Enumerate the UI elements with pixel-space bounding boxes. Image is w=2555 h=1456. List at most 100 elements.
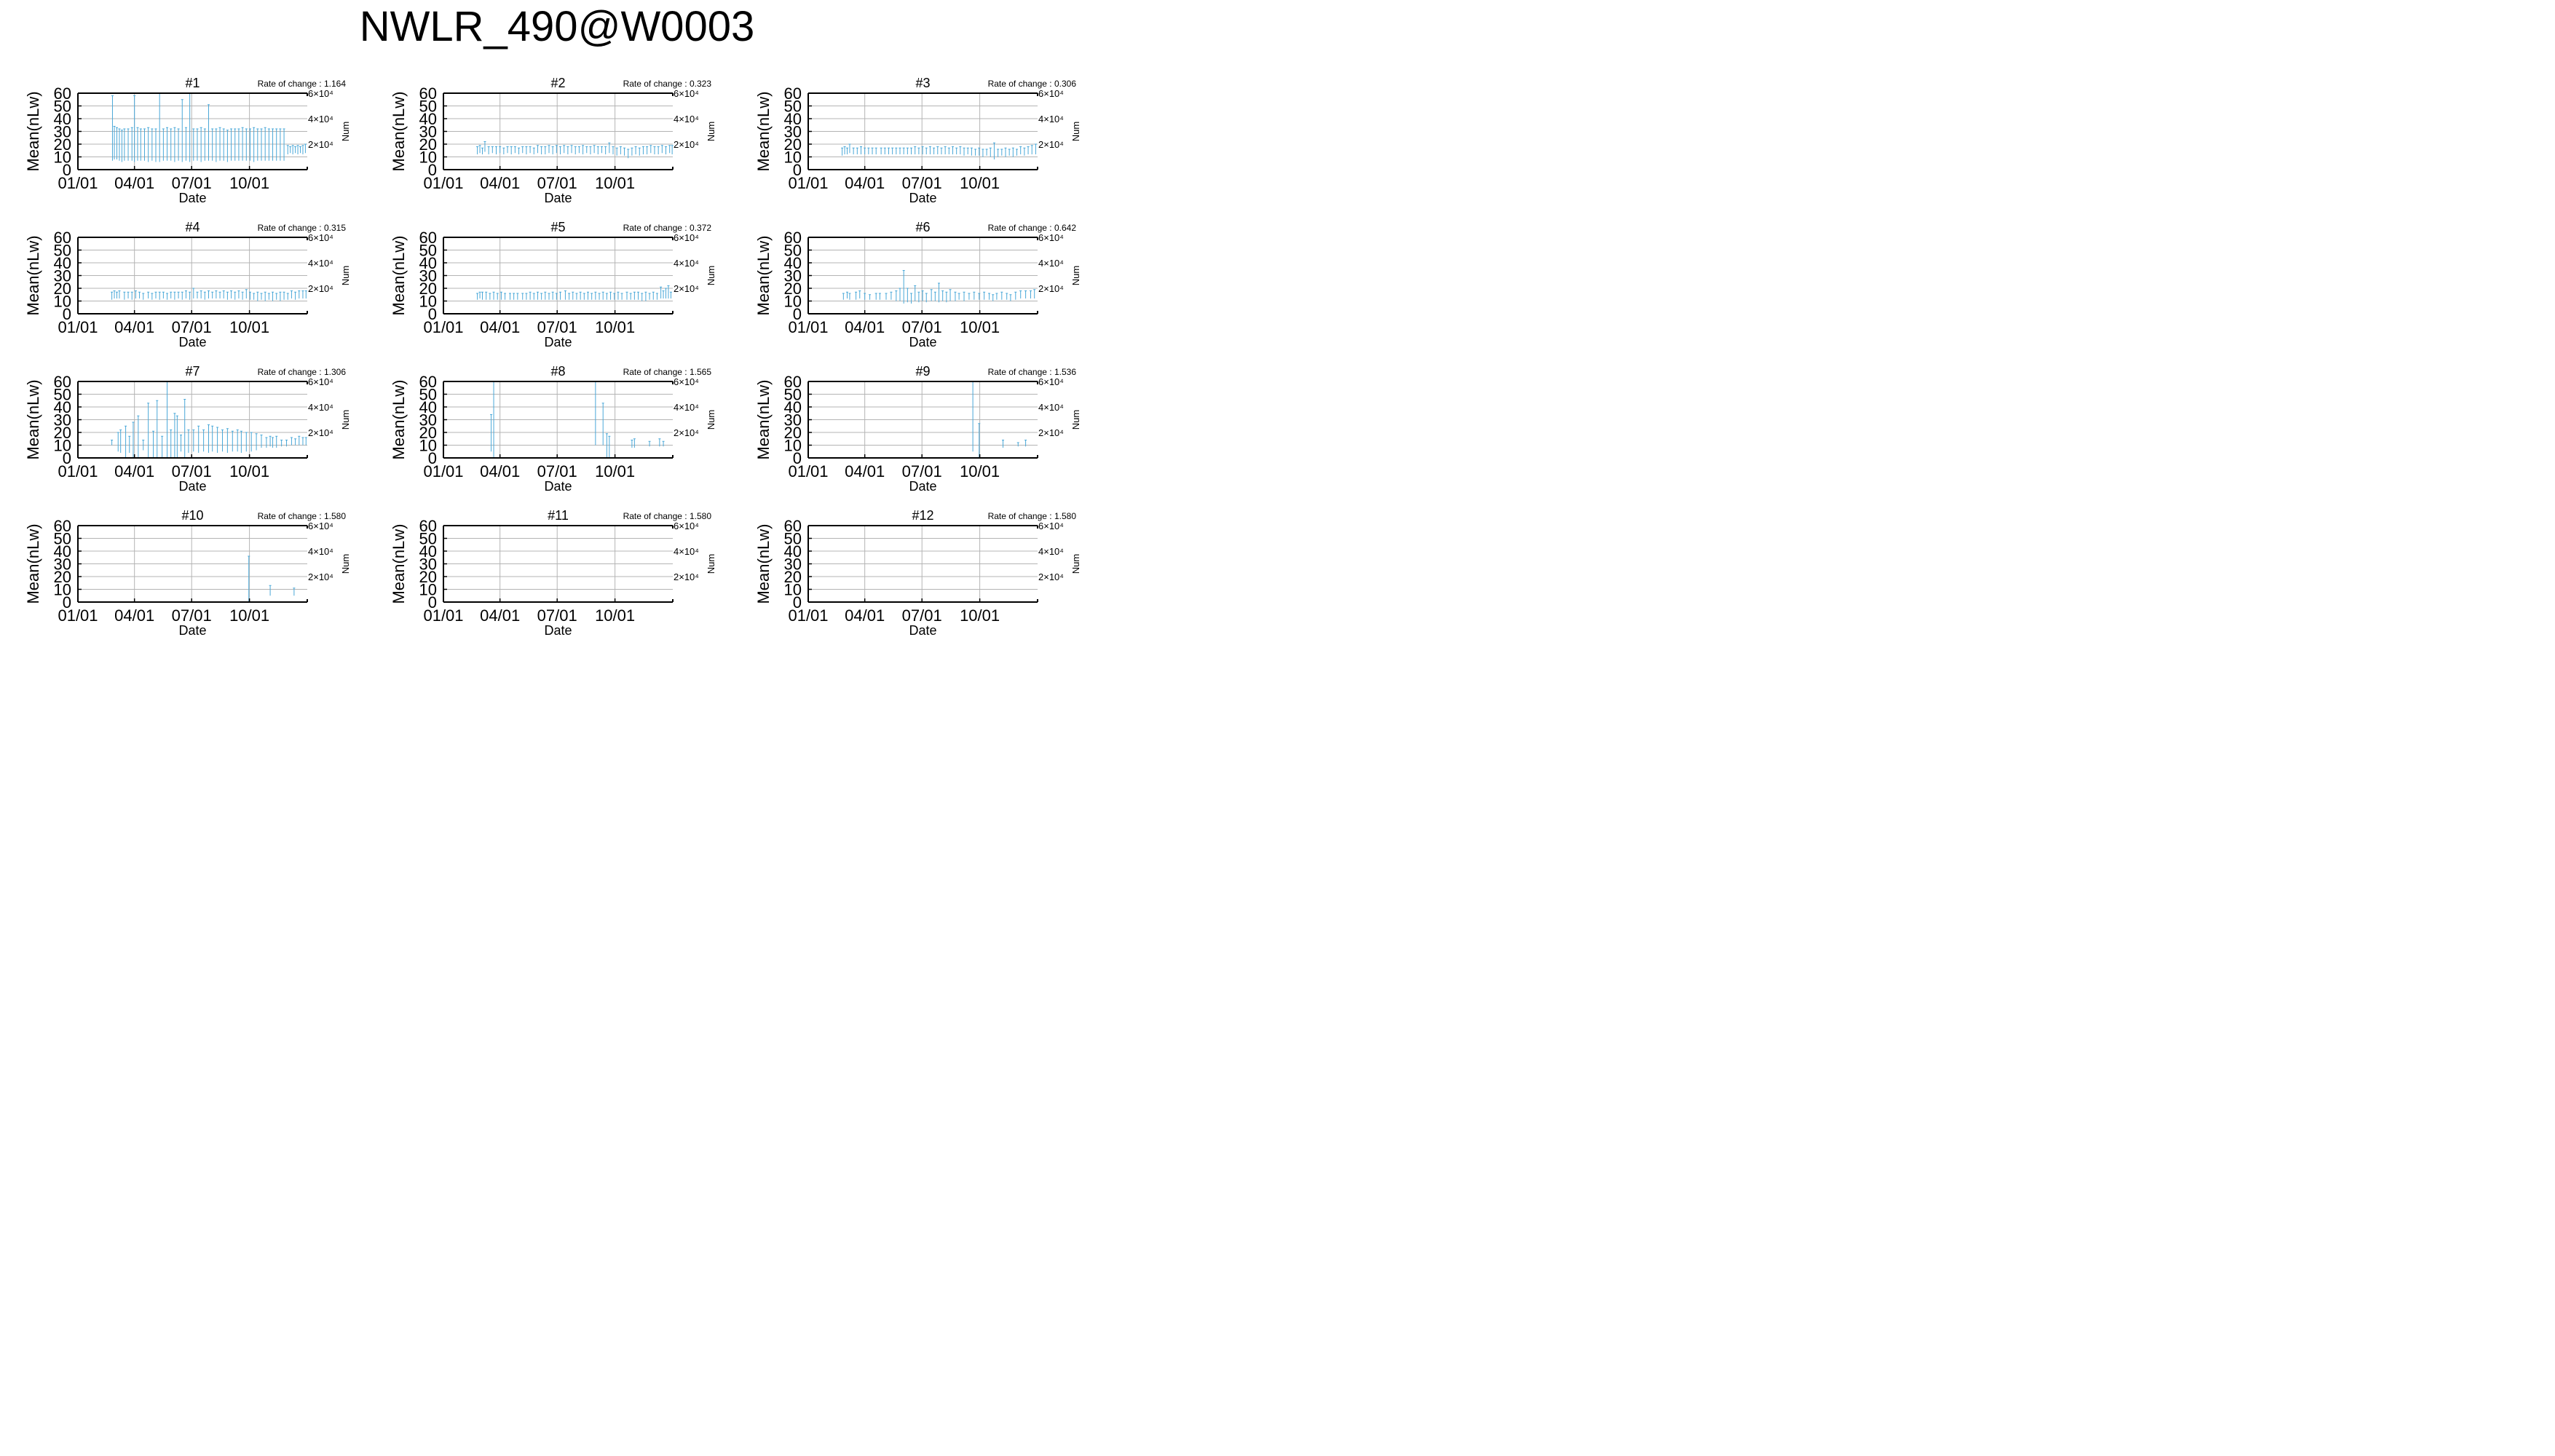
rate-of-change-prefix: Rate of change : [623,223,690,233]
y-tick-label: 20 [784,424,802,442]
y2-axis-label: Num [1070,122,1081,141]
rate-of-change-prefix: Rate of change : [258,511,324,521]
y2-axis-label: Num [706,410,716,430]
x-tick-label: 10/01 [960,462,1000,480]
y-tick-label: 0 [63,161,71,179]
y-tick-label: 50 [419,98,437,116]
y-tick-label: 40 [419,398,437,416]
x-axis-label: Date [178,191,206,205]
y2-tick-label: 6×10⁴ [308,232,333,243]
y2-tick-label: 4×10⁴ [308,258,333,269]
y2-tick-label: 6×10⁴ [674,232,699,243]
y-tick-label: 50 [419,242,437,260]
y-tick-label: 10 [419,437,437,455]
y-tick-label: 60 [419,229,437,247]
y-tick-label: 50 [784,242,802,260]
panel-title: #5 [550,220,565,234]
y2-tick-label: 6×10⁴ [1038,88,1064,99]
y-tick-label: 40 [784,254,802,272]
x-tick-label: 07/01 [902,462,942,480]
x-tick-label: 10/01 [229,462,269,480]
y-tick-label: 20 [419,424,437,442]
rate-of-change-value: 0.642 [1054,223,1076,233]
y-tick-label: 30 [784,555,802,574]
y2-tick-label: 6×10⁴ [308,88,333,99]
x-tick-label: 04/01 [845,606,885,625]
y-tick-label: 10 [54,149,71,167]
panel-title: #3 [915,76,930,90]
panel-title: #10 [181,508,203,523]
y-tick-label: 30 [54,123,71,141]
y-axis-label: Mean(nLw) [754,523,773,604]
rate-of-change: Rate of change : 1.580 [258,511,347,521]
y-tick-label: 60 [419,373,437,391]
y-tick-label: 0 [428,449,437,467]
rate-of-change-prefix: Rate of change : [258,79,324,89]
x-axis-label: Date [544,623,572,638]
x-tick-label: 04/01 [845,462,885,480]
rate-of-change-value: 0.323 [690,79,711,89]
x-tick-label: 10/01 [229,318,269,336]
y-tick-label: 50 [784,386,802,404]
y-tick-label: 50 [419,530,437,548]
y-tick-label: 50 [54,98,71,116]
y-tick-label: 20 [54,568,71,586]
y-tick-label: 40 [419,254,437,272]
panel-title: #6 [915,220,930,234]
x-tick-label: 01/01 [788,462,828,480]
y-tick-label: 40 [54,398,71,416]
y-tick-label: 10 [419,581,437,599]
y-tick-label: 30 [419,411,437,430]
rate-of-change-prefix: Rate of change : [988,223,1054,233]
y2-axis-label: Num [340,122,351,141]
y-tick-label: 10 [419,149,437,167]
y-tick-label: 60 [54,229,71,247]
y-tick-label: 40 [784,398,802,416]
rate-of-change-prefix: Rate of change : [988,79,1054,89]
y-axis-label: Mean(nLw) [390,523,408,604]
x-axis-label: Date [909,623,936,638]
rate-of-change-prefix: Rate of change : [623,511,690,521]
rate-of-change: Rate of change : 0.372 [623,223,712,233]
x-tick-label: 04/01 [480,318,520,336]
y-tick-label: 40 [54,110,71,128]
rate-of-change-value: 0.315 [324,223,346,233]
y-tick-label: 10 [54,581,71,599]
y2-tick-label: 6×10⁴ [1038,376,1064,387]
y2-tick-label: 2×10⁴ [674,139,699,150]
x-axis-label: Date [544,479,572,494]
y2-tick-label: 4×10⁴ [1038,546,1064,557]
y2-tick-label: 4×10⁴ [674,546,699,557]
y-tick-label: 30 [54,555,71,574]
y2-axis-label: Num [706,266,716,285]
rate-of-change: Rate of change : 1.580 [988,511,1077,521]
y-axis-label: Mean(nLw) [390,235,408,315]
x-tick-label: 07/01 [902,318,942,336]
x-tick-label: 07/01 [537,174,577,192]
x-tick-label: 04/01 [845,174,885,192]
rate-of-change-prefix: Rate of change : [988,367,1054,377]
y2-tick-label: 2×10⁴ [674,571,699,582]
rate-of-change-value: 1.580 [1054,511,1076,521]
rate-of-change-prefix: Rate of change : [623,367,690,377]
y2-axis-label: Num [340,554,351,574]
y2-tick-label: 6×10⁴ [674,521,699,531]
y2-tick-label: 4×10⁴ [674,402,699,413]
x-axis-label: Date [909,191,936,205]
x-tick-label: 04/01 [480,606,520,625]
y-tick-label: 50 [54,530,71,548]
rate-of-change-value: 1.536 [1054,367,1076,377]
y-tick-label: 20 [419,568,437,586]
x-axis-label: Date [544,191,572,205]
y2-tick-label: 4×10⁴ [308,114,333,124]
y-tick-label: 60 [54,373,71,391]
x-axis-label: Date [178,335,206,349]
x-tick-label: 07/01 [172,606,212,625]
y-tick-label: 0 [428,305,437,323]
